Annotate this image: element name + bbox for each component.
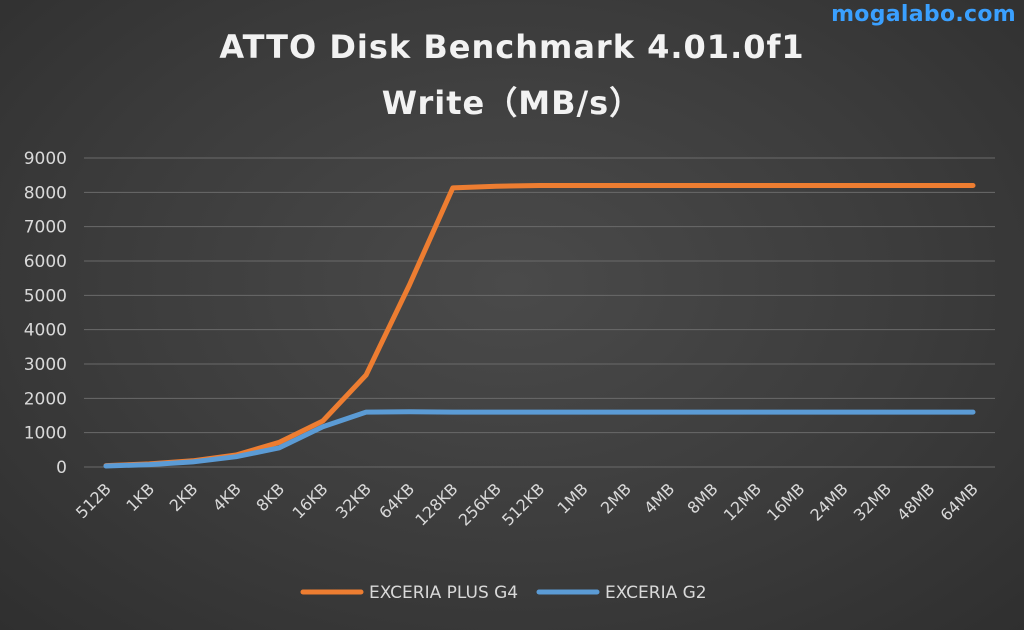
legend-label: EXCERIA PLUS G4 xyxy=(369,583,518,603)
watermark: mogalabo.com xyxy=(831,2,1016,27)
y-tick-label: 7000 xyxy=(24,218,67,238)
x-tick-label: 12MB xyxy=(720,479,765,524)
legend: EXCERIA PLUS G4 EXCERIA G2 xyxy=(300,583,707,603)
series-line xyxy=(103,183,976,469)
y-tick-label: 1000 xyxy=(24,424,67,444)
x-tick-label: 16MB xyxy=(763,479,808,524)
x-axis-ticks: 512B 1KB 2KB 4KB 8KB 16KB 32KB 64KB128KB256KB51… xyxy=(72,479,982,529)
y-tick-label: 4000 xyxy=(24,321,67,341)
x-tick-label: 128KB xyxy=(411,479,461,529)
x-tick-label: 1MB xyxy=(554,479,592,517)
grid-layer xyxy=(84,157,995,468)
x-tick-label: 2MB xyxy=(597,479,635,517)
x-tick-label: 8MB xyxy=(684,479,722,517)
y-tick-label: 6000 xyxy=(24,252,67,272)
x-tick-label: 2KB xyxy=(166,479,202,515)
x-tick-label: 512B xyxy=(72,479,115,522)
x-tick-label: 256KB xyxy=(455,479,505,529)
x-tick-label: 16KB xyxy=(289,479,332,522)
y-tick-label: 2000 xyxy=(24,389,67,409)
chart-title: ATTO Disk Benchmark 4.01.0f1 xyxy=(219,28,805,66)
series-layer xyxy=(103,183,976,469)
y-tick-label: 0 xyxy=(56,458,67,478)
x-tick-label: 48MB xyxy=(893,479,938,524)
y-tick-label: 8000 xyxy=(24,183,67,203)
x-tick-label: 8KB xyxy=(252,479,288,515)
y-tick-label: 9000 xyxy=(24,149,67,169)
x-tick-label: 1KB xyxy=(122,479,158,515)
chart-subtitle: Write（MB/s） xyxy=(381,84,643,122)
series-line xyxy=(103,409,976,469)
x-tick-label: 4KB xyxy=(209,479,245,515)
x-tick-label: 24MB xyxy=(806,479,851,524)
y-tick-label: 3000 xyxy=(24,355,67,375)
x-tick-label: 32MB xyxy=(850,479,895,524)
y-tick-label: 5000 xyxy=(24,286,67,306)
x-tick-label: 512KB xyxy=(498,479,548,529)
x-tick-label: 32KB xyxy=(332,479,375,522)
x-tick-label: 64MB xyxy=(936,479,981,524)
y-axis-ticks: 0 1000 2000 3000 4000 5000 6000 7000 8000 9000 xyxy=(24,149,67,478)
x-tick-label: 4MB xyxy=(640,479,678,517)
legend-label: EXCERIA G2 xyxy=(605,583,707,603)
